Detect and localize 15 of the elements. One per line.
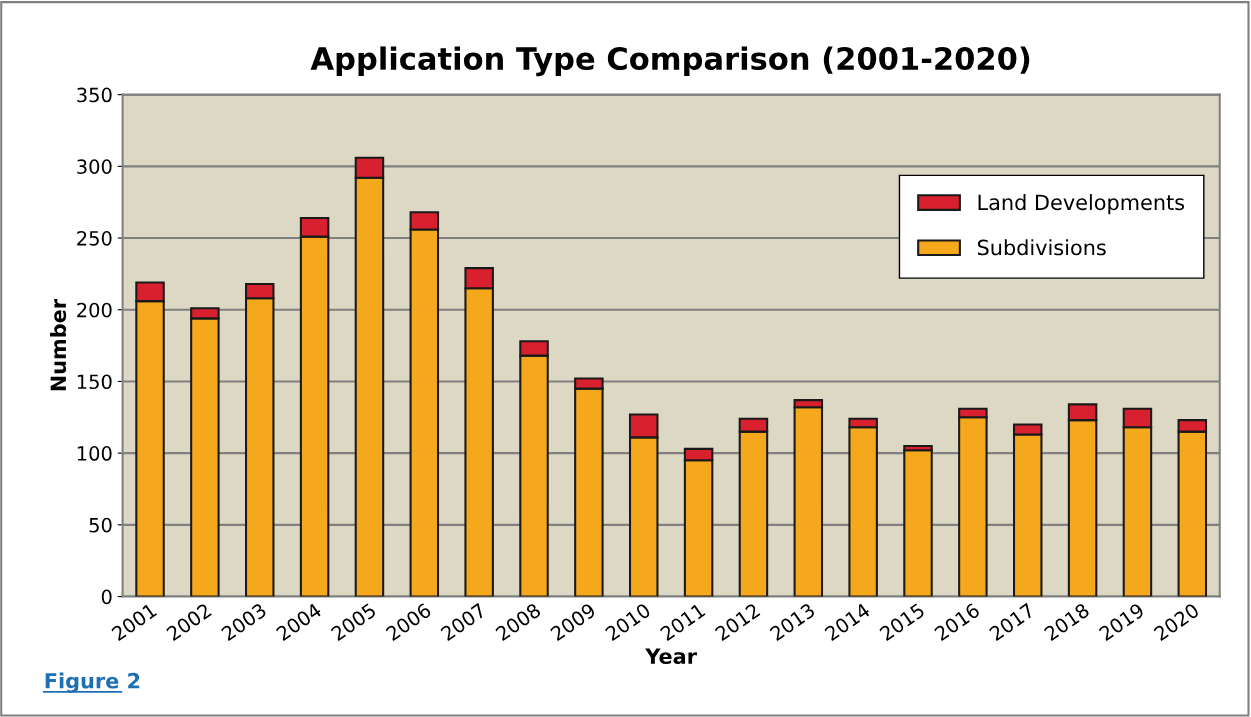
caption: Figure 2 [45, 672, 140, 693]
legend-label: Subdivisions [977, 239, 1106, 256]
y-tick-label: 50 [89, 517, 112, 533]
y-axis-title: Number [50, 299, 67, 391]
y-tick-label: 150 [77, 374, 112, 390]
y-tick-label: 100 [77, 446, 112, 461]
y-tick-label: 200 [77, 302, 112, 318]
bar [903, 449, 933, 597]
y-tick-label: 0 [101, 589, 112, 605]
y-tick-label: 300 [77, 159, 112, 175]
y-tick-label: 350 [77, 87, 112, 103]
x-axis-title: Year [645, 648, 697, 665]
chart-title: Application Type Comparison (2001-2020) [310, 46, 1030, 77]
legend-label: Land Developments [978, 194, 1185, 215]
y-tick-label: 250 [77, 231, 112, 246]
